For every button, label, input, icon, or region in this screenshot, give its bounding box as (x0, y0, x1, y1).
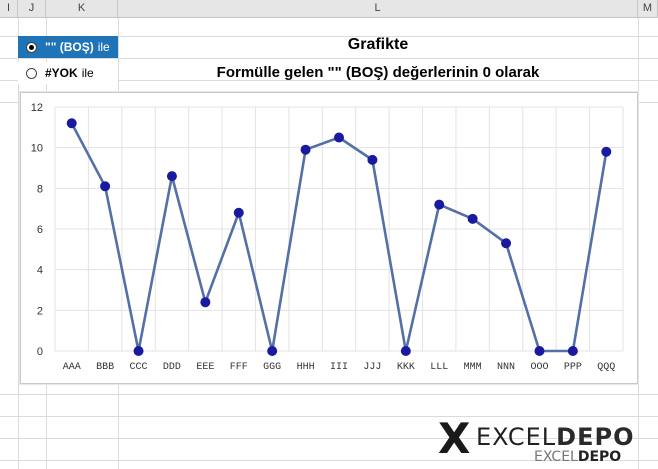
logo-wordmark: EXCELDEPO (476, 423, 634, 451)
column-header-bar: I J K L M (0, 0, 658, 18)
option-bos-suffix: ile (97, 40, 110, 54)
column-header-l[interactable]: L (118, 0, 638, 17)
y-tick-label: 0 (37, 346, 43, 358)
data-point-marker (300, 144, 311, 155)
column-header-m[interactable]: M (638, 0, 658, 17)
y-tick-label: 4 (37, 265, 43, 277)
logo-small-excel: EXCEL (534, 449, 578, 465)
option-yok-label: #YOK (45, 66, 78, 80)
heading-title: Grafikte (347, 36, 409, 53)
x-tick-label: OOO (530, 362, 548, 373)
x-tick-label: DDD (163, 362, 181, 373)
x-tick-label: MMM (464, 362, 482, 373)
x-tick-label: CCC (130, 362, 148, 373)
data-point-marker (534, 346, 545, 356)
logo-x-mark: X (438, 414, 471, 463)
data-point-marker (267, 346, 278, 356)
data-point-marker (66, 118, 77, 129)
x-tick-label: LLL (430, 362, 448, 373)
y-tick-label: 6 (37, 224, 43, 236)
column-header-i[interactable]: I (0, 0, 18, 17)
chart-svg: 0 2 4 6 8 10 12 AAA BBB CCC DDD EEE FFF GGG HHH III JJJ K… (31, 102, 624, 373)
logo-word-depo: DEPO (556, 423, 635, 451)
x-tick-label: HHH (297, 362, 315, 373)
data-point-marker (467, 213, 478, 224)
x-tick-label: BBB (96, 362, 114, 373)
option-bos-label: "" (BOŞ) (45, 40, 94, 54)
x-tick-label: PPP (564, 362, 582, 373)
column-header-k[interactable]: K (46, 0, 118, 17)
logo-small-depo: DEPO (577, 449, 622, 465)
x-tick-label: FFF (230, 362, 248, 373)
logo-wordmark-small: EXCELDEPO (534, 449, 621, 465)
logo-word-excel: EXCEL (476, 423, 557, 451)
data-point-marker (501, 238, 512, 249)
x-tick-label: QQQ (597, 362, 615, 373)
radio-selected-icon[interactable] (26, 41, 37, 53)
option-yok-suffix: ile (81, 66, 94, 80)
y-tick-label: 12 (31, 102, 43, 114)
line-chart[interactable]: 0 2 4 6 8 10 12 AAA BBB CCC DDD EEE FFF GGG HHH III JJJ K… (20, 92, 638, 384)
option-bos-radio[interactable]: "" (BOŞ) ile (18, 36, 118, 58)
x-tick-label: GGG (263, 362, 281, 373)
data-point-marker (367, 154, 378, 165)
data-point-marker (200, 297, 211, 308)
y-tick-label: 10 (31, 143, 43, 155)
y-tick-label: 2 (37, 305, 43, 317)
column-header-j[interactable]: J (18, 0, 46, 17)
x-tick-label: AAA (63, 362, 81, 373)
heading-subtitle: Formülle gelen "" (BOŞ) değerlerinin 0 o… (216, 64, 540, 81)
data-point-marker (133, 346, 144, 356)
excel-depo-logo: X EXCELDEPO EXCELDEPO (438, 414, 648, 466)
data-point-marker (100, 181, 111, 192)
x-tick-label: III (330, 362, 348, 373)
data-point-marker (601, 146, 612, 157)
x-tick-label: KKK (397, 362, 415, 373)
x-tick-label: JJJ (363, 362, 381, 373)
data-point-marker (233, 207, 244, 218)
series-line (70, 122, 608, 353)
data-point-marker (400, 346, 411, 356)
data-point-marker (334, 132, 344, 143)
x-tick-label: NNN (497, 362, 515, 373)
data-point-marker (434, 199, 445, 210)
data-point-marker (166, 171, 177, 182)
x-tick-label: EEE (196, 362, 214, 373)
radio-unselected-icon[interactable] (26, 67, 37, 79)
y-tick-label: 8 (37, 183, 43, 195)
option-yok-radio[interactable]: #YOK ile (18, 62, 118, 84)
data-point-marker (567, 346, 578, 356)
